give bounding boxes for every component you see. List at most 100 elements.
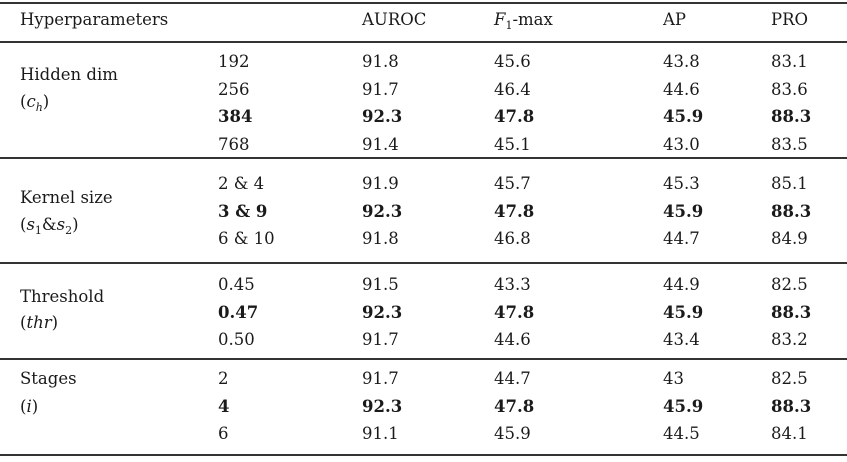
cell-f1: 44.6 <box>494 330 531 349</box>
group-symbol: (ch) <box>20 92 50 114</box>
math-segment: ( <box>20 92 27 111</box>
cell-ap: 45.9 <box>663 302 704 322</box>
cell-f1: 47.8 <box>494 201 535 221</box>
cell-ap: 43.8 <box>663 52 700 71</box>
cell-param: 384 <box>218 107 253 126</box>
cell-ap: 44.9 <box>663 275 700 294</box>
math-segment: ( <box>20 215 27 234</box>
math-segment: 1 <box>34 224 42 237</box>
math-segment: s <box>26 215 35 234</box>
cell-auroc: 92.3 <box>362 396 403 416</box>
cell-ap: 45.9 <box>663 396 704 416</box>
math-segment: ( <box>20 397 27 416</box>
cell-ap: 43.4 <box>663 330 700 349</box>
cell-auroc: 92.3 <box>362 107 403 126</box>
top-rule <box>0 2 847 4</box>
math-segment: i <box>26 397 32 416</box>
cell-param: 0.50 <box>218 330 255 349</box>
cell-f1: 43.3 <box>494 275 531 294</box>
math-segment: ) <box>72 215 79 234</box>
math-segment: h <box>35 101 43 114</box>
cell-param: 3 & 9 <box>218 201 268 221</box>
group-label: Stages <box>20 369 77 388</box>
cell-pro: 88.3 <box>771 201 812 221</box>
cell-ap: 45.9 <box>663 201 704 221</box>
group-label: Threshold <box>20 287 105 306</box>
header-ap: AP <box>663 10 687 29</box>
math-segment: 2 <box>65 224 73 237</box>
cell-ap: 45.3 <box>663 174 700 193</box>
cell-param: 192 <box>218 52 250 71</box>
cell-auroc: 91.7 <box>362 369 399 388</box>
cell-f1: 46.8 <box>494 229 531 248</box>
group-symbol: (thr) <box>20 313 58 333</box>
cell-param: 2 & 4 <box>218 174 265 193</box>
math-segment: ) <box>51 313 59 332</box>
cell-pro: 88.3 <box>771 302 812 322</box>
cell-pro: 83.6 <box>771 79 808 99</box>
math-segment: thr <box>26 313 52 332</box>
cell-ap: 43 <box>663 369 684 388</box>
cell-auroc: 91.1 <box>362 424 399 443</box>
cell-pro: 85.1 <box>771 174 808 193</box>
cell-auroc: 91.8 <box>362 229 399 248</box>
cell-auroc: 91.7 <box>362 79 399 99</box>
cell-auroc: 92.3 <box>362 302 403 322</box>
cell-auroc: 91.4 <box>362 134 399 154</box>
math-segment: -max <box>512 10 553 29</box>
math-segment: ( <box>20 313 27 332</box>
math-segment: 1 <box>505 19 513 32</box>
math-segment: ) <box>42 92 50 111</box>
group-symbol: (i) <box>20 397 38 417</box>
cell-pro: 82.5 <box>771 275 808 294</box>
math-segment: F <box>494 10 506 29</box>
cell-param: 256 <box>218 79 250 99</box>
math-segment: s <box>56 215 66 234</box>
cell-param: 0.45 <box>218 275 255 294</box>
cell-param: 4 <box>218 396 230 416</box>
cell-pro: 83.1 <box>771 52 808 71</box>
header-f1-max: F1-max <box>494 10 553 32</box>
math-segment: ) <box>31 397 39 416</box>
cell-ap: 44.6 <box>663 79 700 99</box>
group-rule <box>0 262 847 264</box>
cell-param: 6 <box>218 424 229 443</box>
cell-f1: 45.9 <box>494 424 531 443</box>
header-auroc: AUROC <box>362 10 427 29</box>
cell-f1: 45.1 <box>494 134 531 154</box>
cell-pro: 83.5 <box>771 134 808 154</box>
cell-param: 0.47 <box>218 302 259 322</box>
cell-pro: 82.5 <box>771 369 808 388</box>
cell-ap: 45.9 <box>663 107 704 126</box>
cell-auroc: 91.5 <box>362 275 399 294</box>
math-segment: c <box>26 92 36 111</box>
cell-ap: 44.7 <box>663 229 700 248</box>
group-rule <box>0 358 847 360</box>
cell-pro: 84.1 <box>771 424 808 443</box>
cell-pro: 84.9 <box>771 229 808 248</box>
cell-param: 2 <box>218 369 229 388</box>
cell-auroc: 91.7 <box>362 330 399 349</box>
cell-f1: 47.8 <box>494 302 535 322</box>
cell-auroc: 91.9 <box>362 174 399 193</box>
group-label: Kernel size <box>20 188 113 207</box>
cell-ap: 43.0 <box>663 134 700 154</box>
header-rule <box>0 41 847 43</box>
cell-auroc: 92.3 <box>362 201 403 221</box>
header-hyperparameters: Hyperparameters <box>20 10 169 29</box>
cell-pro: 88.3 <box>771 107 812 126</box>
cell-ap: 44.5 <box>663 424 700 443</box>
cell-f1: 45.7 <box>494 174 531 193</box>
group-label: Hidden dim <box>20 65 118 84</box>
cell-auroc: 91.8 <box>362 52 399 71</box>
cell-f1: 46.4 <box>494 79 531 99</box>
cell-f1: 47.8 <box>494 396 535 416</box>
group-rule <box>0 157 847 159</box>
cell-pro: 88.3 <box>771 396 812 416</box>
cell-f1: 47.8 <box>494 107 535 126</box>
header-pro: PRO <box>771 10 809 29</box>
math-segment: & <box>41 215 57 234</box>
cell-pro: 83.2 <box>771 330 808 349</box>
cell-param: 768 <box>218 134 250 154</box>
group-symbol: (s1&s2) <box>20 215 79 237</box>
